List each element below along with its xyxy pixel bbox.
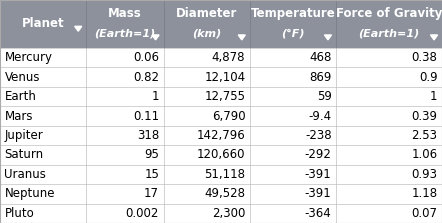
- Text: (°F): (°F): [281, 29, 305, 39]
- Bar: [0, 204, 442, 223]
- Bar: [0, 126, 442, 145]
- Polygon shape: [152, 35, 159, 40]
- Text: 51,118: 51,118: [204, 168, 245, 181]
- Text: -391: -391: [305, 168, 332, 181]
- Text: 95: 95: [144, 149, 159, 161]
- Text: 0.82: 0.82: [133, 71, 159, 84]
- Text: 1: 1: [152, 90, 159, 103]
- Bar: [0, 145, 442, 165]
- Bar: [0, 0, 442, 48]
- Bar: [0, 165, 442, 184]
- Text: 12,755: 12,755: [204, 90, 245, 103]
- Text: 468: 468: [309, 51, 332, 64]
- Text: Jupiter: Jupiter: [4, 129, 43, 142]
- Text: Mass: Mass: [108, 7, 142, 20]
- Text: Uranus: Uranus: [4, 168, 46, 181]
- Text: 0.07: 0.07: [412, 207, 438, 220]
- Polygon shape: [238, 35, 245, 40]
- Text: 12,104: 12,104: [204, 71, 245, 84]
- Text: Temperature: Temperature: [251, 7, 335, 20]
- Polygon shape: [75, 26, 82, 31]
- Text: 2.53: 2.53: [412, 129, 438, 142]
- Text: 0.11: 0.11: [133, 109, 159, 122]
- Bar: [0, 48, 442, 67]
- Text: -9.4: -9.4: [309, 109, 332, 122]
- Text: Force of Gravity: Force of Gravity: [336, 7, 442, 20]
- Bar: [0, 67, 442, 87]
- Polygon shape: [431, 35, 438, 40]
- Text: 15: 15: [144, 168, 159, 181]
- Text: Planet: Planet: [22, 17, 65, 31]
- Text: Diameter: Diameter: [176, 7, 237, 20]
- Text: -364: -364: [305, 207, 332, 220]
- Text: -391: -391: [305, 187, 332, 200]
- Text: Venus: Venus: [4, 71, 40, 84]
- Text: (km): (km): [192, 29, 221, 39]
- Text: 4,878: 4,878: [212, 51, 245, 64]
- Text: 1.06: 1.06: [412, 149, 438, 161]
- Text: 1: 1: [430, 90, 438, 103]
- Text: 318: 318: [137, 129, 159, 142]
- Text: 869: 869: [309, 71, 332, 84]
- Text: -238: -238: [305, 129, 332, 142]
- Text: 0.93: 0.93: [412, 168, 438, 181]
- Text: Mercury: Mercury: [4, 51, 53, 64]
- Text: Mars: Mars: [4, 109, 33, 122]
- Text: 6,790: 6,790: [212, 109, 245, 122]
- Text: 120,660: 120,660: [197, 149, 245, 161]
- Bar: [0, 184, 442, 204]
- Text: 142,796: 142,796: [197, 129, 245, 142]
- Text: 17: 17: [144, 187, 159, 200]
- Text: 2,300: 2,300: [212, 207, 245, 220]
- Text: 0.002: 0.002: [126, 207, 159, 220]
- Bar: [0, 106, 442, 126]
- Text: (Earth=1): (Earth=1): [94, 29, 156, 39]
- Bar: [0, 87, 442, 106]
- Text: 0.9: 0.9: [419, 71, 438, 84]
- Text: 1.18: 1.18: [412, 187, 438, 200]
- Text: 0.39: 0.39: [412, 109, 438, 122]
- Text: -292: -292: [305, 149, 332, 161]
- Text: 49,528: 49,528: [204, 187, 245, 200]
- Text: Earth: Earth: [4, 90, 36, 103]
- Text: Pluto: Pluto: [4, 207, 34, 220]
- Polygon shape: [324, 35, 332, 40]
- Text: Neptune: Neptune: [4, 187, 55, 200]
- Text: 0.06: 0.06: [133, 51, 159, 64]
- Text: Saturn: Saturn: [4, 149, 44, 161]
- Text: (Earth=1): (Earth=1): [358, 29, 419, 39]
- Text: 0.38: 0.38: [412, 51, 438, 64]
- Text: 59: 59: [316, 90, 332, 103]
